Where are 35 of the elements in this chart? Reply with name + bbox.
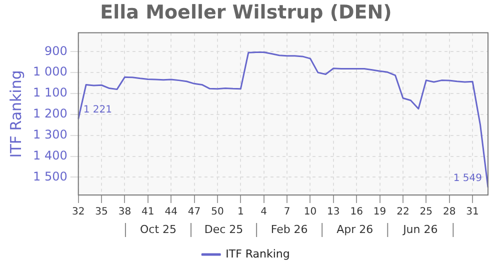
x-tick-label: 28: [442, 206, 456, 218]
y-tick-label: 900: [44, 44, 68, 58]
y-tick-label: 1 500: [32, 169, 68, 184]
x-tick-label: 47: [188, 206, 201, 218]
chart-title: Ella Moeller Wilstrup (DEN): [100, 1, 392, 24]
x-tick-label: 38: [118, 206, 132, 218]
y-tick-label: 1 000: [32, 64, 68, 79]
x-tick-label: 35: [95, 206, 108, 218]
text: Jun 26: [402, 222, 438, 236]
text: Dec 25: [204, 222, 244, 236]
legend-label: ITF Ranking: [226, 247, 290, 260]
x-tick-label: 10: [304, 206, 317, 218]
y-tick-label: 1 200: [32, 106, 68, 121]
x-tick-label: 13: [327, 206, 340, 218]
x-tick-label: 19: [373, 206, 386, 218]
text: Feb 26: [270, 222, 308, 236]
data-label: 1 221: [83, 104, 112, 116]
y-tick-label: 1 100: [32, 86, 68, 100]
x-tick-label: 32: [72, 206, 85, 218]
data-label: 1 549: [453, 173, 482, 184]
y-axis-title: ITF Ranking: [6, 70, 25, 158]
text: Apr 26: [336, 222, 374, 236]
y-tick-label: 1 400: [32, 148, 68, 162]
y-tick-label: 1 300: [32, 127, 68, 142]
x-tick-label: 50: [211, 206, 224, 218]
x-tick-label: 44: [164, 206, 178, 218]
x-tick-label: 41: [142, 206, 154, 218]
x-tick-label: 22: [396, 206, 410, 218]
x-tick-label: 16: [350, 206, 363, 218]
text: Oct 25: [140, 222, 176, 236]
x-tick-label: 4: [260, 206, 268, 218]
x-tick-label: 1: [237, 206, 244, 218]
x-tick-label: 25: [420, 206, 433, 218]
x-tick-label: 7: [284, 206, 290, 218]
x-tick-label: 31: [466, 206, 479, 218]
